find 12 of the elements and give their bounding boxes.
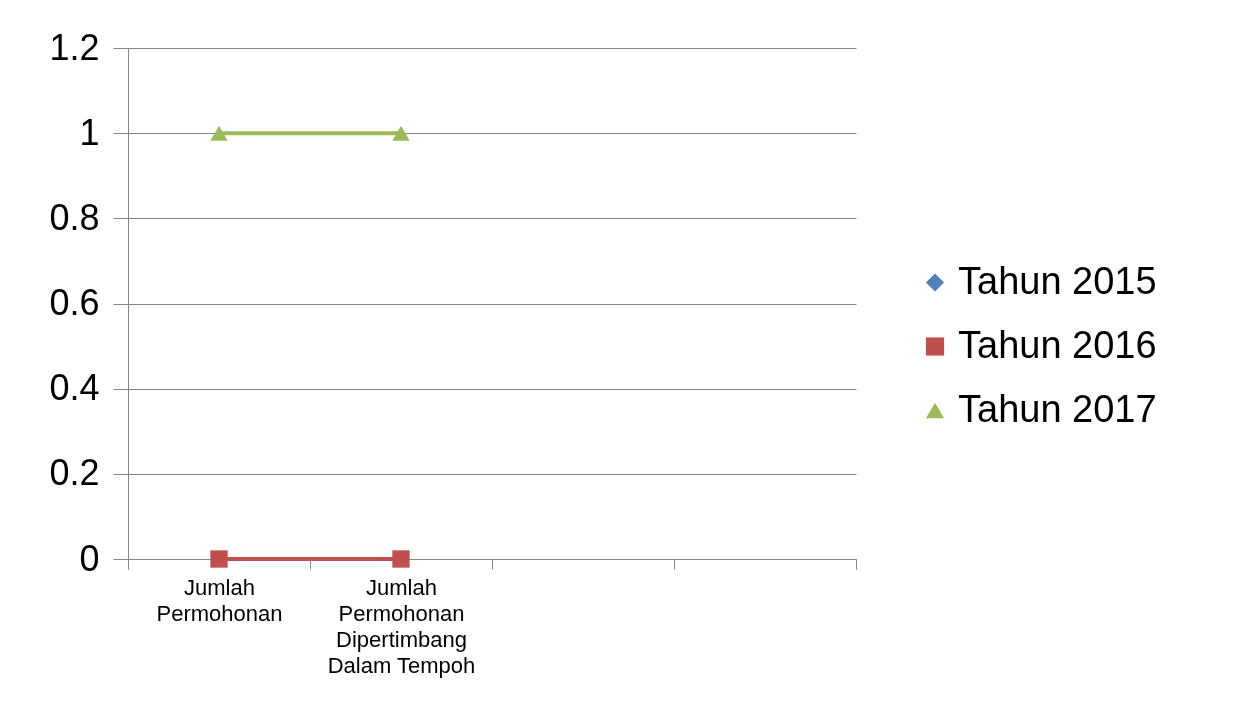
x-tick-label: Jumlah Permohonan Dipertimbang Dalam Tempoh bbox=[327, 574, 476, 678]
y-tick-label: 0 bbox=[79, 537, 100, 579]
legend-label: Tahun 2015 bbox=[958, 259, 1157, 302]
x-tick-label: Jumlah Permohonan bbox=[156, 574, 283, 626]
y-tick-label: 0.4 bbox=[49, 367, 100, 409]
y-tick-label: 0.2 bbox=[49, 452, 100, 494]
y-tick-label: 0.8 bbox=[49, 196, 100, 238]
y-tick-label: 0.6 bbox=[49, 282, 100, 323]
y-tick-label: 1.2 bbox=[49, 26, 100, 68]
legend-label: Tahun 2017 bbox=[958, 387, 1157, 430]
legend-label: Tahun 2016 bbox=[958, 323, 1157, 366]
y-tick-label: 1 bbox=[79, 111, 100, 153]
